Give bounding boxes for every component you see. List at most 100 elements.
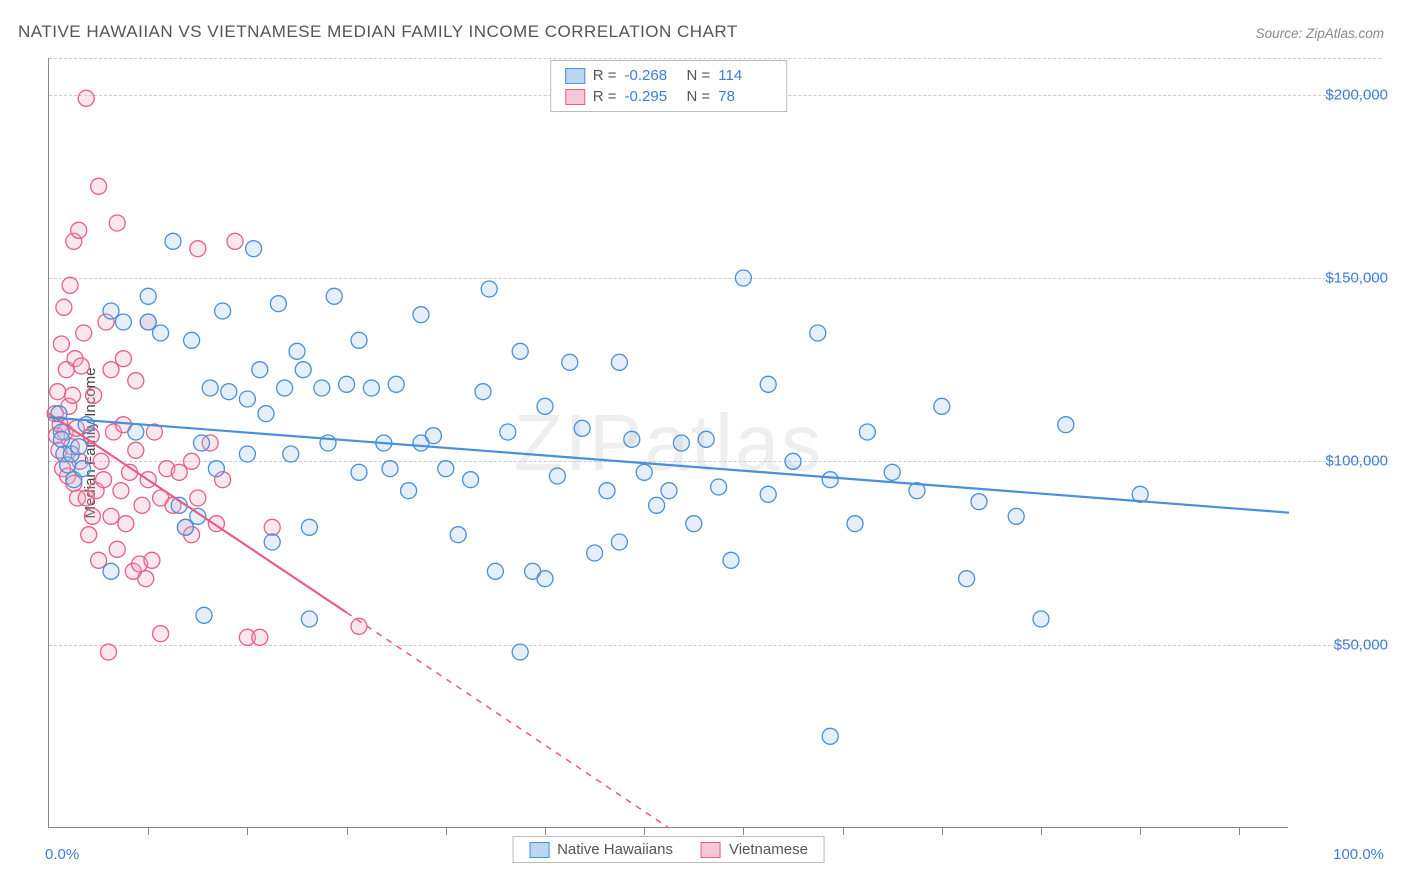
- data-point: [611, 534, 627, 550]
- data-point: [93, 453, 109, 469]
- scatter-svg: [49, 58, 1289, 828]
- data-point: [184, 332, 200, 348]
- data-point: [959, 571, 975, 587]
- data-point: [1058, 417, 1074, 433]
- data-point: [103, 508, 119, 524]
- data-point: [1008, 508, 1024, 524]
- y-tick-label: $150,000: [1298, 270, 1388, 287]
- data-point: [113, 483, 129, 499]
- swatch-pink: [701, 842, 721, 858]
- data-point: [91, 178, 107, 194]
- data-point: [144, 552, 160, 568]
- data-point: [71, 439, 87, 455]
- data-point: [184, 453, 200, 469]
- data-point: [537, 571, 553, 587]
- data-point: [65, 387, 81, 403]
- data-point: [711, 479, 727, 495]
- data-point: [859, 424, 875, 440]
- data-point: [62, 277, 78, 293]
- data-point: [194, 435, 210, 451]
- n-value-pink: 78: [718, 88, 772, 105]
- data-point: [128, 424, 144, 440]
- data-point: [723, 552, 739, 568]
- data-point: [84, 508, 100, 524]
- r-label: R =: [593, 88, 617, 105]
- data-point: [822, 472, 838, 488]
- data-point: [165, 233, 181, 249]
- chart-title: NATIVE HAWAIIAN VS VIETNAMESE MEDIAN FAM…: [18, 22, 738, 42]
- data-point: [103, 563, 119, 579]
- data-point: [103, 303, 119, 319]
- x-tick: [743, 827, 744, 835]
- data-point: [71, 222, 87, 238]
- x-tick: [446, 827, 447, 835]
- data-point: [171, 464, 187, 480]
- data-point: [760, 486, 776, 502]
- x-tick: [148, 827, 149, 835]
- data-point: [785, 453, 801, 469]
- data-point: [153, 325, 169, 341]
- data-point: [115, 314, 131, 330]
- x-tick: [1140, 827, 1141, 835]
- data-point: [301, 611, 317, 627]
- data-point: [215, 303, 231, 319]
- data-point: [264, 519, 280, 535]
- data-point: [96, 472, 112, 488]
- data-point: [252, 362, 268, 378]
- data-point: [1033, 611, 1049, 627]
- data-point: [50, 384, 66, 400]
- data-point: [138, 571, 154, 587]
- source-value: ZipAtlas.com: [1306, 26, 1384, 41]
- x-tick-label-min: 0.0%: [45, 846, 79, 863]
- data-point: [283, 446, 299, 462]
- data-point: [103, 362, 119, 378]
- data-point: [512, 644, 528, 660]
- data-point: [177, 519, 193, 535]
- data-point: [475, 384, 491, 400]
- data-point: [884, 464, 900, 480]
- data-point: [246, 241, 262, 257]
- x-tick: [1239, 827, 1240, 835]
- data-point: [351, 464, 367, 480]
- data-point: [74, 461, 90, 477]
- x-tick: [247, 827, 248, 835]
- x-tick: [942, 827, 943, 835]
- data-point: [196, 607, 212, 623]
- data-point: [239, 446, 255, 462]
- n-label: N =: [687, 67, 711, 84]
- data-point: [86, 387, 102, 403]
- data-point: [351, 332, 367, 348]
- data-point: [128, 442, 144, 458]
- swatch-blue: [529, 842, 549, 858]
- x-tick: [843, 827, 844, 835]
- data-point: [53, 431, 69, 447]
- data-point: [326, 288, 342, 304]
- data-point: [450, 527, 466, 543]
- data-point: [277, 380, 293, 396]
- stats-legend: R = -0.268 N = 114 R = -0.295 N = 78: [550, 60, 788, 112]
- data-point: [109, 541, 125, 557]
- data-point: [109, 215, 125, 231]
- data-point: [425, 428, 441, 444]
- data-point: [388, 376, 404, 392]
- data-point: [649, 497, 665, 513]
- data-point: [810, 325, 826, 341]
- data-point: [661, 483, 677, 499]
- data-point: [202, 380, 218, 396]
- data-point: [413, 307, 429, 323]
- y-tick-label: $100,000: [1298, 453, 1388, 470]
- data-point: [698, 431, 714, 447]
- data-point: [760, 376, 776, 392]
- r-value-pink: -0.295: [625, 88, 679, 105]
- data-point: [140, 314, 156, 330]
- y-tick-label: $200,000: [1298, 86, 1388, 103]
- data-point: [339, 376, 355, 392]
- legend-item-blue: Native Hawaiians: [529, 841, 673, 858]
- data-point: [574, 420, 590, 436]
- data-point: [258, 406, 274, 422]
- data-point: [971, 494, 987, 510]
- n-value-blue: 114: [718, 67, 772, 84]
- data-point: [115, 351, 131, 367]
- series-legend: Native Hawaiians Vietnamese: [512, 836, 825, 863]
- data-point: [128, 373, 144, 389]
